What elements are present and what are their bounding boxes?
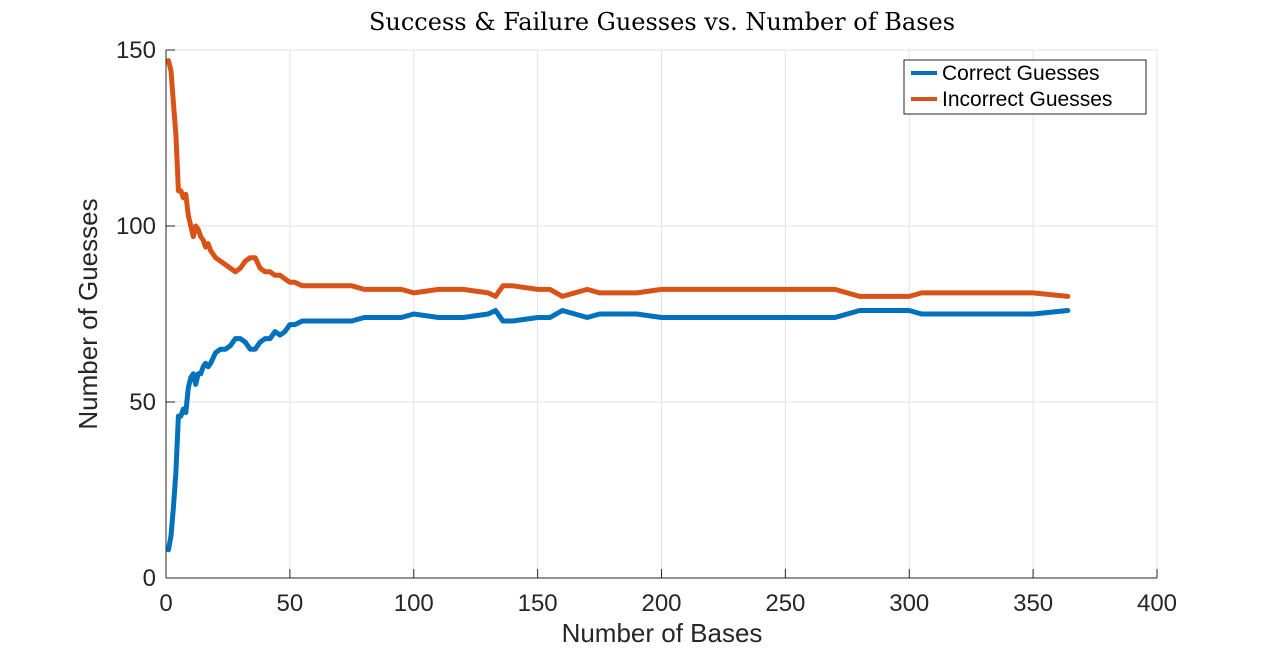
y-ticks: 0 50 100 150 — [116, 37, 175, 592]
x-axis-label: Number of Bases — [562, 618, 763, 648]
series-line-correct — [166, 308, 1071, 553]
x-tick-label: 350 — [1013, 590, 1053, 617]
x-tick-label: 50 — [277, 590, 304, 617]
y-tick-label: 150 — [116, 37, 156, 64]
series-layer — [166, 58, 1071, 553]
x-tick-label: 150 — [518, 590, 558, 617]
y-axis-label: Number of Guesses — [73, 198, 103, 429]
legend: Correct Guesses Incorrect Guesses — [903, 59, 1147, 115]
x-tick-label: 250 — [765, 590, 805, 617]
legend-label-incorrect: Incorrect Guesses — [942, 88, 1112, 111]
x-tick-label: 400 — [1137, 590, 1177, 617]
legend-box — [903, 59, 1147, 115]
series-line-incorrect — [166, 58, 1071, 299]
y-tick-label: 100 — [116, 213, 156, 240]
x-tick-label: 200 — [641, 590, 681, 617]
legend-label-correct: Correct Guesses — [942, 62, 1100, 85]
y-tick-label: 50 — [129, 389, 156, 416]
x-tick-label: 300 — [889, 590, 929, 617]
chart-title: Success & Failure Guesses vs. Number of … — [369, 8, 955, 36]
x-tick-label: 100 — [394, 590, 434, 617]
x-tick-label: 0 — [159, 590, 172, 617]
x-ticks: 0 50 100 150 200 250 300 350 400 — [159, 569, 1177, 617]
y-tick-label: 0 — [143, 565, 156, 592]
